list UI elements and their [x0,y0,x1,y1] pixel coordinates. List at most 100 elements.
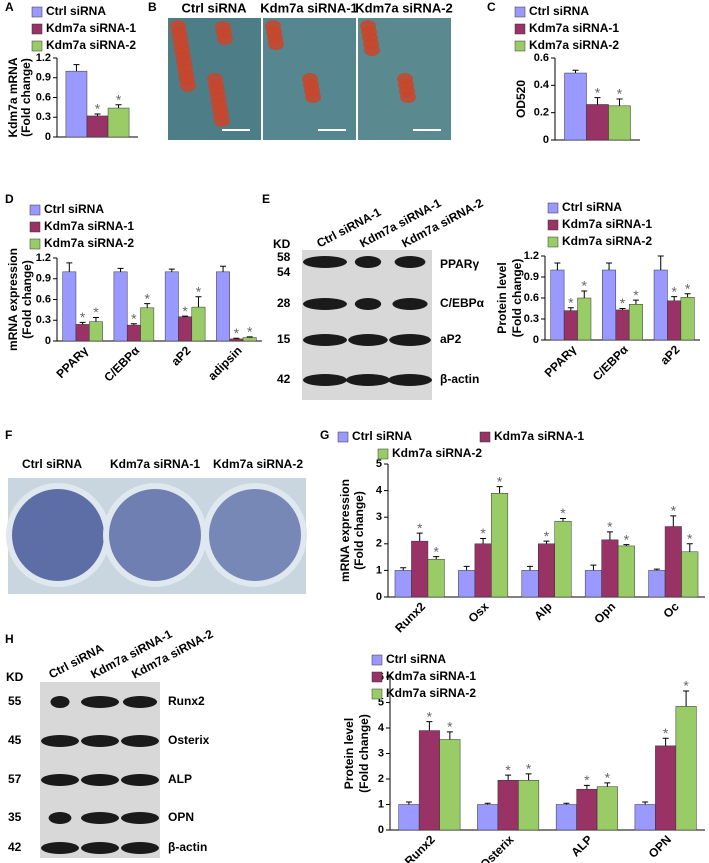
kd-label: 55 [8,694,22,708]
legend-swatch [31,23,43,35]
significance: * [633,287,639,303]
significance: * [624,531,630,547]
significance: * [620,295,626,311]
bar [681,551,699,598]
y-axis-label: OD520 [514,80,528,118]
y-tick-label: 0 [376,591,382,603]
significance: * [144,290,150,306]
band [50,696,70,708]
significance: * [247,324,253,340]
band [122,696,158,708]
significance: * [447,719,453,735]
bar [617,545,635,598]
y-tick-label: 0 [533,334,539,346]
error-bar [400,567,407,571]
y-tick-label: 4 [378,722,385,734]
y-tick-label: 0.6 [524,292,539,304]
error-bar [559,518,566,522]
error-bar [527,565,534,571]
significance: * [663,725,669,741]
bar [164,271,179,342]
y-tick-label: 4 [376,485,383,497]
bar [550,269,565,341]
significance: * [568,295,574,311]
image-label: Kdm7a siRNA-1 [260,0,358,15]
y-axis-label: Protein level [495,262,509,333]
bar [601,539,619,598]
protein-label: β-actin [168,840,207,854]
lipid-droplet [214,115,230,127]
legend-label: Kdm7a siRNA-1 [46,21,136,35]
y-tick-label: 3 [376,511,382,523]
legend-label: Kdm7a siRNA-2 [44,236,134,250]
band [346,374,390,386]
band [41,735,79,747]
western-blot [302,250,432,400]
error-bar [616,98,623,106]
bar [62,271,77,342]
bar [653,269,668,341]
western-blot [40,682,160,858]
kd-label: 54 [277,265,291,279]
bar [113,271,128,342]
error-bar [572,69,579,74]
bar [675,706,697,831]
bar [86,115,109,138]
micrographs [168,18,451,140]
error-bar [117,267,124,272]
y-tick-label: 0.9 [524,271,539,283]
bar [439,739,461,831]
panel-label: H [5,632,14,646]
kd-header: KD [6,670,24,684]
legend-label: Ctrl siRNA [44,202,104,216]
lipid-droplet [268,38,284,50]
y-tick-label: 1.2 [524,250,539,262]
bar [394,570,412,598]
error-bar [554,262,561,270]
error-bar [446,731,453,740]
band [392,298,428,310]
kd-label: 45 [8,733,22,747]
y-axis-label: (Fold change) [20,260,34,339]
error-bar [463,565,470,571]
image-label: Ctrl siRNA [181,0,247,15]
legend-swatch [371,654,383,666]
bar [667,300,682,341]
protein-label: C/EBPα [440,296,485,310]
y-tick-label: 0.4 [534,79,550,91]
panel-label: B [148,0,157,14]
band [303,374,347,386]
significance: * [417,520,423,536]
error-bar [525,773,532,781]
significance: * [560,505,566,521]
error-bar [670,515,677,527]
band [394,256,426,268]
y-tick-label: 2 [376,538,382,550]
bar [398,804,420,831]
well [109,489,201,581]
bar [602,269,617,341]
y-tick-label: 1 [376,564,382,576]
error-bar [168,268,175,272]
kd-label: 58 [277,250,291,264]
legend-swatch [479,431,491,443]
band [81,774,119,786]
significance: * [182,303,188,319]
panel-label: E [262,192,270,206]
y-tick-label: 0.3 [524,313,539,325]
significance: * [95,101,101,117]
error-bar [115,104,122,109]
band [388,374,432,386]
legend-label: Kdm7a siRNA-1 [494,429,584,443]
significance: * [196,283,202,299]
band [354,256,382,268]
bar [75,324,90,342]
significance: * [80,309,86,325]
y-tick-label: 0.3 [36,314,51,326]
error-bar [543,540,550,544]
kd-label: 28 [277,296,291,310]
bar [497,780,519,831]
error-bar [606,262,613,270]
significance: * [505,762,511,778]
